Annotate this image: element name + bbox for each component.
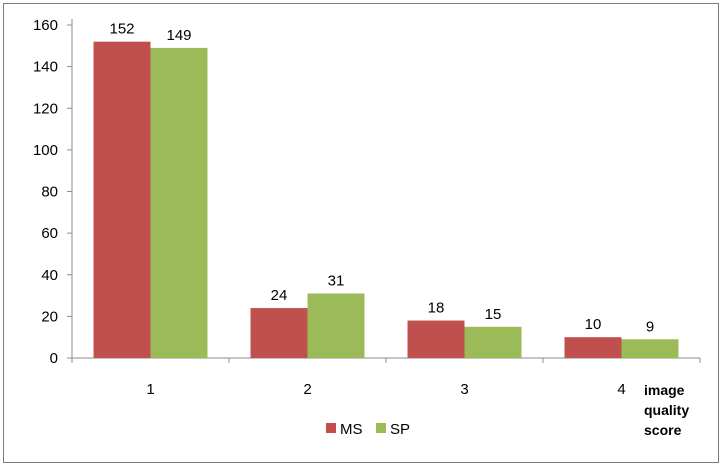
x-tick-label: 1 bbox=[146, 381, 154, 398]
y-tick-label: 20 bbox=[41, 308, 58, 325]
legend-swatch-ms bbox=[326, 423, 336, 433]
legend-label-sp: SP bbox=[390, 421, 410, 438]
y-tick-label: 60 bbox=[41, 225, 58, 242]
data-label: 9 bbox=[646, 318, 654, 335]
bar-sp bbox=[621, 339, 679, 358]
y-tick-label: 0 bbox=[50, 350, 58, 367]
legend-swatch-sp bbox=[376, 423, 386, 433]
x-tick-label: 2 bbox=[303, 381, 311, 398]
data-labels: 152 149 24 31 18 15 10 9 bbox=[109, 21, 654, 336]
data-label: 149 bbox=[166, 27, 191, 44]
x-tick-label: 4 bbox=[617, 381, 625, 398]
data-label: 152 bbox=[109, 21, 134, 38]
y-tick-label: 80 bbox=[41, 184, 58, 201]
y-tick-label: 140 bbox=[33, 59, 58, 76]
data-label: 15 bbox=[485, 306, 502, 323]
bar-sp bbox=[464, 326, 522, 358]
y-tick-label: 120 bbox=[33, 100, 58, 117]
legend-label-ms: MS bbox=[340, 421, 363, 438]
bar-ms bbox=[564, 337, 622, 358]
y-tick-label: 100 bbox=[33, 142, 58, 159]
x-axis-title: image quality score bbox=[644, 382, 689, 438]
bar-sp bbox=[150, 47, 208, 359]
x-axis-title-line: quality bbox=[644, 402, 689, 418]
legend: MS SP bbox=[326, 421, 410, 438]
x-tick-label: 3 bbox=[460, 381, 468, 398]
y-tick-label: 160 bbox=[33, 17, 58, 34]
bar-sp bbox=[307, 293, 365, 358]
x-axis-title-line: score bbox=[644, 422, 682, 438]
data-label: 24 bbox=[271, 287, 288, 304]
data-label: 31 bbox=[328, 272, 345, 289]
bar-ms bbox=[407, 320, 465, 358]
y-tick-label: 40 bbox=[41, 267, 58, 284]
bars bbox=[93, 41, 679, 359]
bar-ms bbox=[93, 41, 151, 359]
x-axis-title-line: image bbox=[644, 382, 685, 398]
data-label: 10 bbox=[585, 316, 602, 333]
bar-ms bbox=[250, 308, 308, 358]
data-label: 18 bbox=[428, 300, 445, 317]
